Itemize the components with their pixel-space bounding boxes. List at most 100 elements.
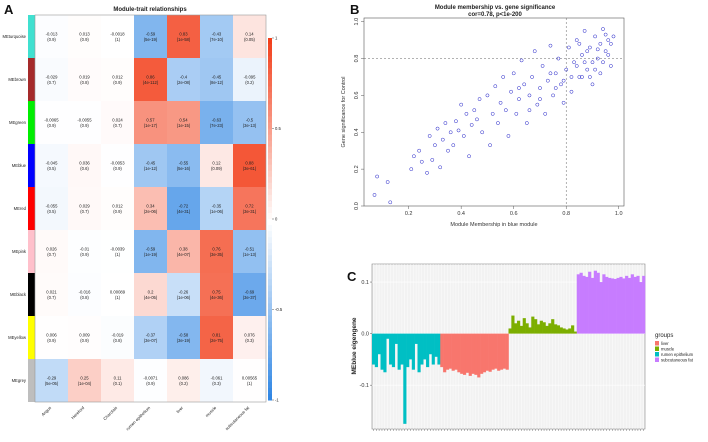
scatter-frame xyxy=(363,17,625,207)
heatmap-cell xyxy=(134,58,167,101)
bar xyxy=(428,333,433,355)
colorbar-segment xyxy=(268,327,272,335)
colorbar-segment xyxy=(268,225,272,232)
bar xyxy=(619,276,623,334)
bar xyxy=(400,333,404,365)
cell-pvalue: (1) xyxy=(247,381,253,386)
bar xyxy=(454,333,458,370)
cell-value: -0.5 xyxy=(246,118,254,123)
heatmap-cell xyxy=(35,316,68,359)
row-label: MEred xyxy=(14,206,27,211)
scatter-point xyxy=(582,60,587,65)
heatmap-cell xyxy=(233,316,266,359)
scatter-point xyxy=(490,111,495,116)
bar xyxy=(630,274,634,334)
scatter-point xyxy=(553,71,558,76)
scatter-point xyxy=(603,49,608,54)
bar xyxy=(588,271,592,334)
cell-value: -0.016 xyxy=(79,290,92,295)
colorbar-segment xyxy=(268,194,272,202)
bar xyxy=(386,333,390,339)
scatter-point xyxy=(493,84,498,89)
heatmap-cell xyxy=(167,58,200,101)
bar xyxy=(511,315,515,334)
cell-value: -0.43 xyxy=(212,32,222,37)
scatter-title: Module membership vs. gene significance xyxy=(435,5,556,11)
colorbar-segment xyxy=(268,279,272,286)
cell-value: -0.4 xyxy=(180,75,188,80)
scatter-point xyxy=(603,32,608,37)
bar xyxy=(397,333,401,370)
scatter-point xyxy=(430,158,435,162)
cell-value: -0.59 xyxy=(146,32,156,37)
bar xyxy=(374,333,378,368)
colorbar-segment xyxy=(268,86,272,93)
cell-value: -0.58 xyxy=(179,333,189,338)
cell-pvalue: (5e-19) xyxy=(144,37,158,42)
cell-value: -0.29 xyxy=(47,376,57,381)
scatter-point xyxy=(595,56,600,61)
bar xyxy=(534,319,538,334)
colorbar-segment xyxy=(268,50,272,57)
bar xyxy=(457,333,461,373)
legend-swatch xyxy=(655,357,659,362)
heatmap: MEturquoise -0.013(0.9)0.013(0.9)-0.0018(… xyxy=(2,14,267,432)
heatmap-cell xyxy=(167,359,200,402)
module-color-strip xyxy=(28,101,35,144)
colorbar-segment xyxy=(268,56,272,63)
scatter-point xyxy=(561,100,566,105)
cell-value: 0.006 xyxy=(46,333,57,338)
bar xyxy=(403,333,407,424)
cell-value: 0.83 xyxy=(179,32,188,37)
bar xyxy=(383,333,387,373)
colorbar-segment xyxy=(268,309,272,317)
bar xyxy=(411,333,415,370)
cell-value: 0.009 xyxy=(79,333,90,338)
bar xyxy=(394,333,398,344)
column-label: rumen epithelium xyxy=(125,405,152,432)
bar xyxy=(545,325,549,334)
column-label: subcutaneous fat xyxy=(224,405,251,432)
colorbar-segment xyxy=(268,261,272,268)
bar xyxy=(642,275,646,334)
scatter-point xyxy=(433,143,437,148)
bar xyxy=(389,333,393,365)
colorbar-segment xyxy=(268,92,272,99)
cell-pvalue: (2e-06) xyxy=(144,209,158,214)
bar xyxy=(372,333,376,365)
bar-plot: 0.1 0.0 -0.1 xyxy=(360,263,646,431)
colorbar-segment xyxy=(268,62,272,69)
heatmap-cell xyxy=(68,316,101,359)
cell-pvalue: (0.3) xyxy=(212,381,221,386)
scatter-point xyxy=(582,29,587,33)
cell-value: -0.69 xyxy=(245,290,255,295)
cell-pvalue: (3e-19) xyxy=(177,338,191,343)
cell-value: -0.0071 xyxy=(143,376,158,381)
bar xyxy=(610,278,615,334)
scatter-point xyxy=(522,82,527,87)
bar xyxy=(573,331,578,334)
y-tick-label: 0.0 xyxy=(354,202,360,210)
heatmap-cell xyxy=(200,230,233,273)
cell-pvalue: (0.9) xyxy=(47,338,56,343)
bar xyxy=(625,275,629,334)
y-tick-label: 0.4 xyxy=(354,128,360,136)
cell-pvalue: (0.9) xyxy=(146,381,155,386)
scatter-point xyxy=(577,75,582,79)
cell-value: 0.54 xyxy=(179,118,188,123)
scatter-point xyxy=(593,34,597,39)
heatmap-cell xyxy=(200,58,233,101)
row-label: MEbrown xyxy=(8,77,26,82)
colorbar-segment xyxy=(268,74,272,81)
cell-pvalue: (4e-36) xyxy=(210,295,224,300)
colorbar-segment xyxy=(268,146,272,154)
scatter-point xyxy=(593,67,597,72)
scatter-point xyxy=(551,93,555,98)
cell-value: -0.55 xyxy=(179,161,189,166)
bar xyxy=(613,278,617,334)
bar xyxy=(443,333,447,373)
cell-value: -0.013 xyxy=(46,32,59,37)
scatter-point xyxy=(569,75,574,79)
cell-value: -0.45 xyxy=(212,75,222,80)
scatter-point xyxy=(511,71,516,76)
